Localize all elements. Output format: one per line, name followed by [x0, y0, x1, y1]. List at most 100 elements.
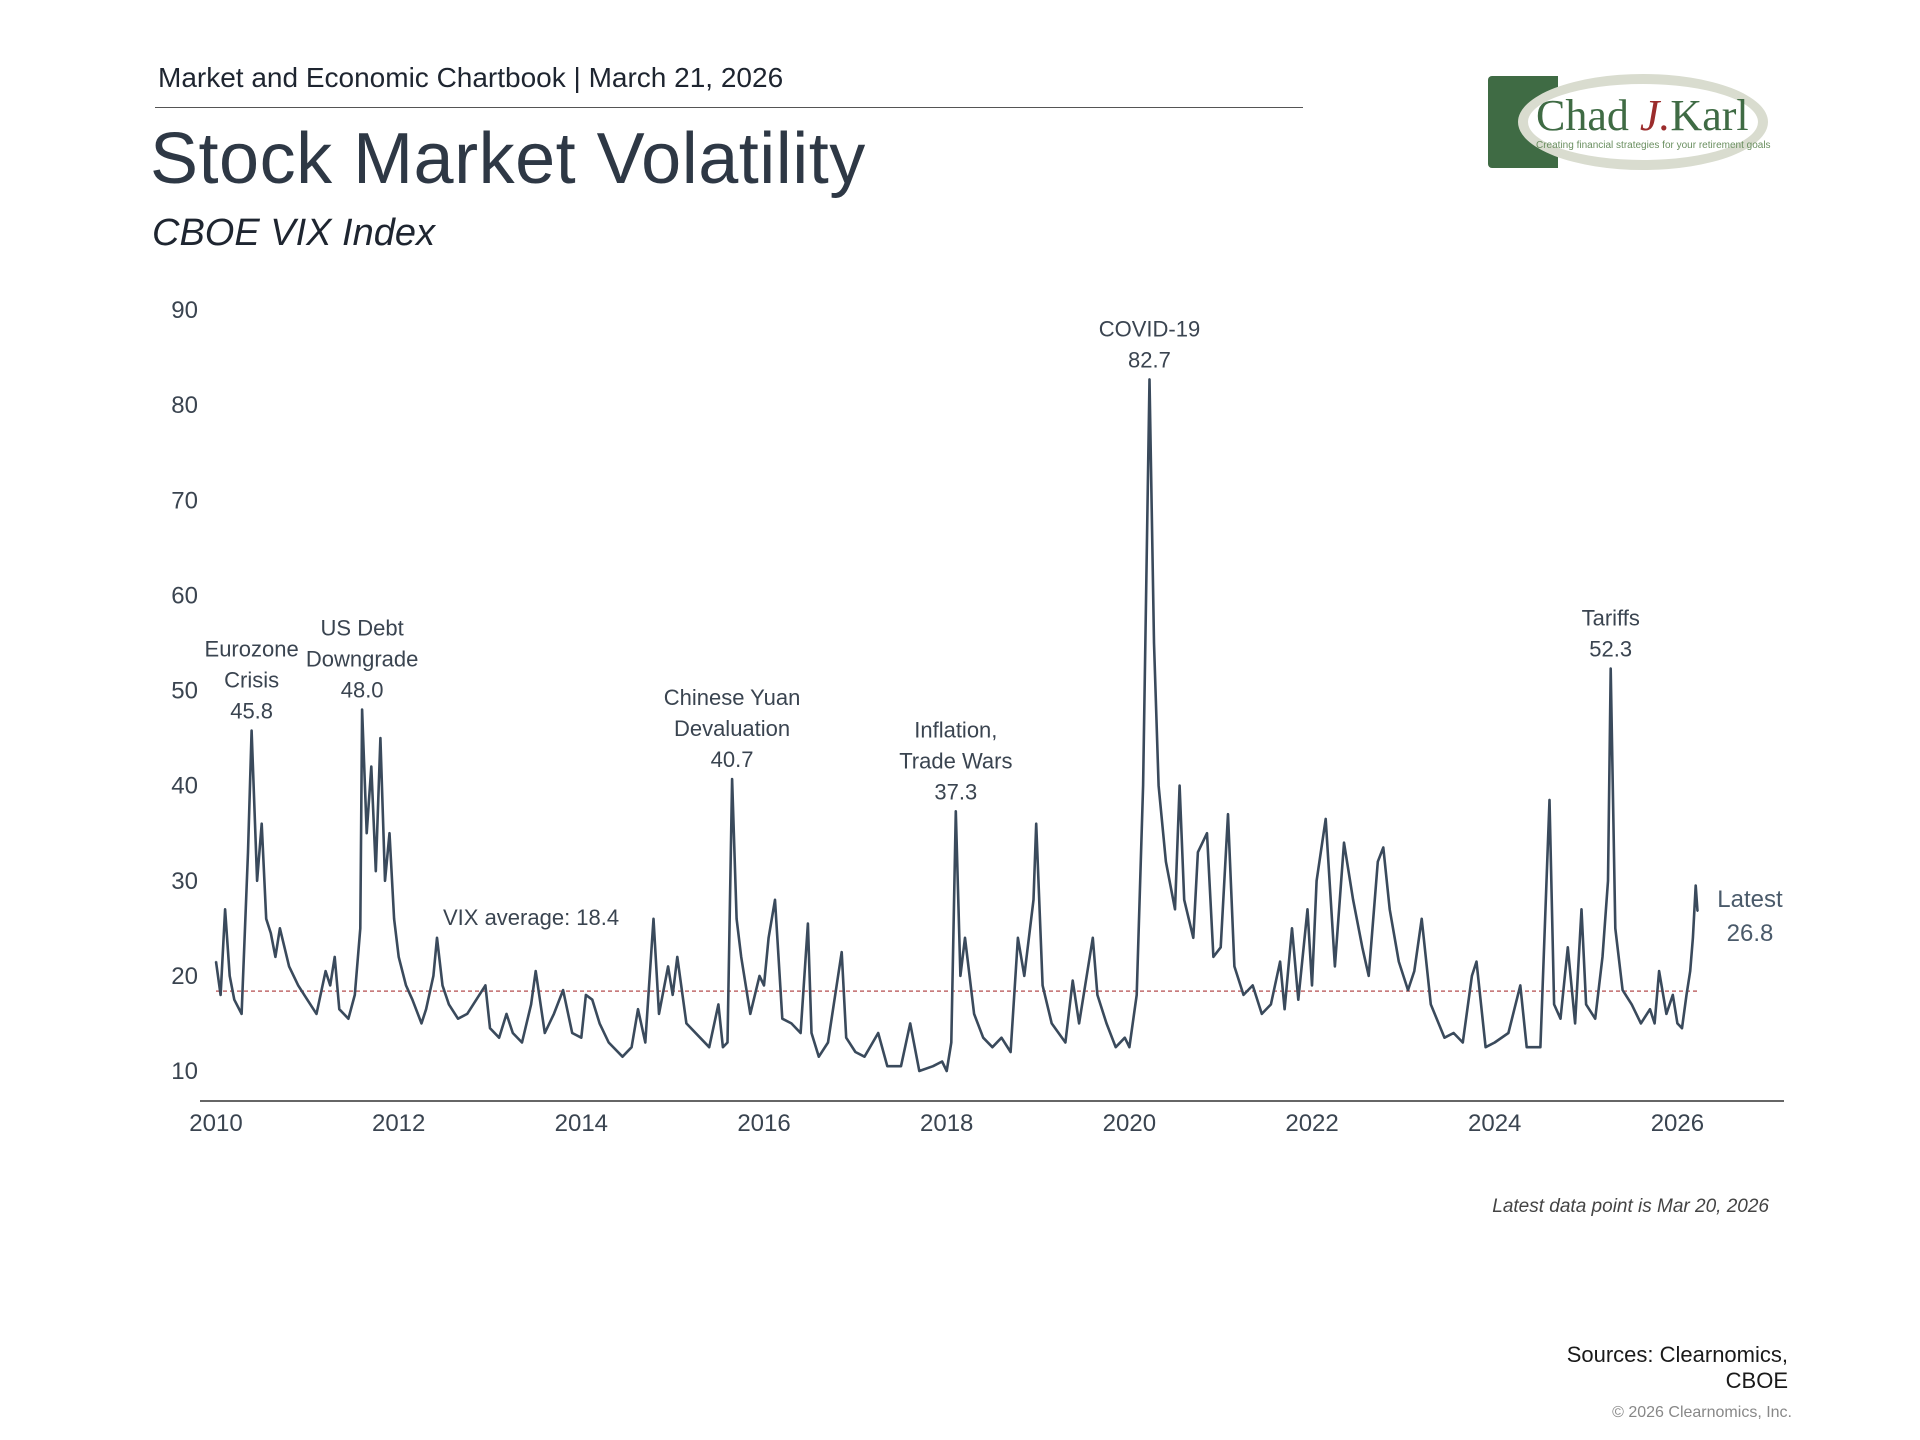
x-tick-label-2022: 2022	[1285, 1110, 1338, 1137]
vix-data-point-35	[411, 998, 414, 1001]
vix-data-point-139	[1206, 832, 1208, 834]
vix-data-point-198	[1665, 1013, 1668, 1015]
vix-data-point-165	[1407, 989, 1409, 991]
vix-data-point-205	[1694, 884, 1697, 887]
vix-data-point-116	[1035, 822, 1038, 825]
vix-data-point-32	[393, 918, 395, 920]
vix-data-point-118	[1050, 1022, 1053, 1025]
vix-data-point-14	[288, 965, 290, 968]
vix-data-point-113	[1017, 937, 1019, 939]
vix-data-point-132	[1157, 784, 1160, 787]
vix-data-point-189	[1607, 879, 1609, 882]
vix-data-point-62	[621, 1055, 624, 1058]
vix-data-point-13	[279, 927, 281, 930]
vix-data-point-157	[1343, 841, 1345, 844]
vix-data-point-127	[1128, 1046, 1131, 1049]
vix-data-point-185	[1580, 908, 1583, 911]
vix-data-point-96	[877, 1032, 879, 1034]
vix-data-point-156	[1334, 965, 1336, 968]
vix-data-point-177	[1519, 984, 1522, 987]
vix-data-point-70	[676, 956, 679, 958]
vix-data-point-200	[1676, 1022, 1679, 1025]
vix-data-point-162	[1382, 846, 1385, 849]
vix-data-point-58	[585, 994, 587, 996]
vix-data-point-104	[950, 1041, 953, 1044]
annotation-0-line-1: Crisis	[224, 667, 279, 692]
y-tick-label-20: 20	[171, 963, 198, 990]
vix-data-point-192	[1621, 989, 1624, 991]
vix-data-point-97	[886, 1065, 889, 1068]
vix-data-point-86	[790, 1022, 793, 1025]
vix-data-point-40	[441, 984, 444, 987]
vix-data-point-4	[233, 998, 236, 1001]
vix-data-point-24	[359, 927, 362, 930]
vix-data-point-196	[1653, 1022, 1656, 1025]
vix-data-point-71	[685, 1022, 688, 1025]
vix-data-point-94	[854, 1051, 857, 1053]
y-tick-label-70: 70	[171, 487, 198, 514]
vix-data-point-50	[521, 1041, 523, 1044]
vix-data-point-29	[379, 737, 382, 739]
vix-data-point-108	[973, 1013, 975, 1015]
vix-data-point-166	[1413, 970, 1416, 972]
vix-data-point-167	[1420, 918, 1423, 920]
vix-data-point-152	[1306, 908, 1309, 911]
vix-data-point-25	[361, 708, 363, 711]
vix-data-point-122	[1092, 937, 1094, 939]
annotation-1-line-1: Downgrade	[306, 647, 419, 672]
vix-data-point-69	[671, 994, 674, 996]
sources: Sources: Clearnomics, CBOE	[1528, 1342, 1788, 1394]
vix-data-point-164	[1398, 960, 1400, 963]
vix-data-point-72	[699, 1036, 701, 1039]
vix-data-point-92	[840, 951, 843, 953]
vix-data-point-123	[1096, 994, 1099, 996]
vix-data-point-171	[1461, 1041, 1464, 1044]
vix-data-point-15	[297, 984, 300, 987]
vix-data-point-65	[644, 1041, 647, 1044]
annotation-3-line-1: Trade Wars	[899, 748, 1012, 773]
vix-data-point-193	[1630, 1003, 1633, 1006]
y-tick-label-60: 60	[171, 582, 198, 609]
vix-data-point-73	[708, 1046, 711, 1049]
annotation-3-line-0: Inflation,	[914, 717, 997, 742]
vix-data-point-20	[333, 956, 336, 958]
annotation-5-line-1: 52.3	[1589, 637, 1632, 662]
vix-data-point-203	[1689, 970, 1691, 972]
vix-data-point-103	[945, 1070, 948, 1072]
vix-data-point-150	[1291, 927, 1293, 930]
vix-data-point-87	[799, 1032, 802, 1034]
annotation-4-line-0: COVID-19	[1099, 316, 1200, 341]
vix-data-point-99	[909, 1022, 911, 1025]
logo-name-last: Karl	[1670, 91, 1749, 140]
vix-data-point-188	[1601, 956, 1604, 958]
annotation-0-line-2: 45.8	[230, 698, 273, 723]
vix-data-point-48	[505, 1013, 508, 1015]
vix-data-point-134	[1174, 908, 1176, 911]
logo-name-first: Chad	[1536, 91, 1640, 140]
vix-data-point-16	[306, 998, 309, 1001]
vix-data-point-147	[1270, 1003, 1272, 1006]
vix-data-point-79	[740, 956, 742, 958]
vix-data-point-59	[591, 998, 594, 1001]
vix-data-point-197	[1658, 970, 1660, 972]
vix-data-point-137	[1192, 937, 1195, 939]
vix-data-point-119	[1064, 1041, 1067, 1044]
vix-data-point-43	[466, 1013, 468, 1015]
vix-data-point-88	[807, 922, 809, 925]
vix-data-point-154	[1315, 879, 1318, 882]
vix-data-point-124	[1105, 1022, 1108, 1025]
vix-data-point-89	[810, 1032, 813, 1034]
vix-data-point-107	[964, 937, 966, 939]
vix-data-point-111	[1000, 1036, 1003, 1039]
vix-data-point-131	[1153, 642, 1155, 644]
annotation-5-line-0: Tariffs	[1582, 606, 1640, 631]
vix-data-point-80	[749, 1013, 752, 1015]
x-tick-label-2024: 2024	[1468, 1110, 1521, 1137]
vix-data-point-12	[274, 956, 277, 958]
vix-data-point-169	[1443, 1036, 1446, 1039]
company-logo: Chad J.Karl Creating financial strategie…	[1488, 74, 1772, 170]
vix-data-point-190	[1609, 667, 1612, 670]
annotation-1-line-0: US Debt	[321, 616, 404, 641]
vix-data-point-74	[717, 1003, 720, 1006]
vix-data-point-155	[1324, 818, 1327, 820]
